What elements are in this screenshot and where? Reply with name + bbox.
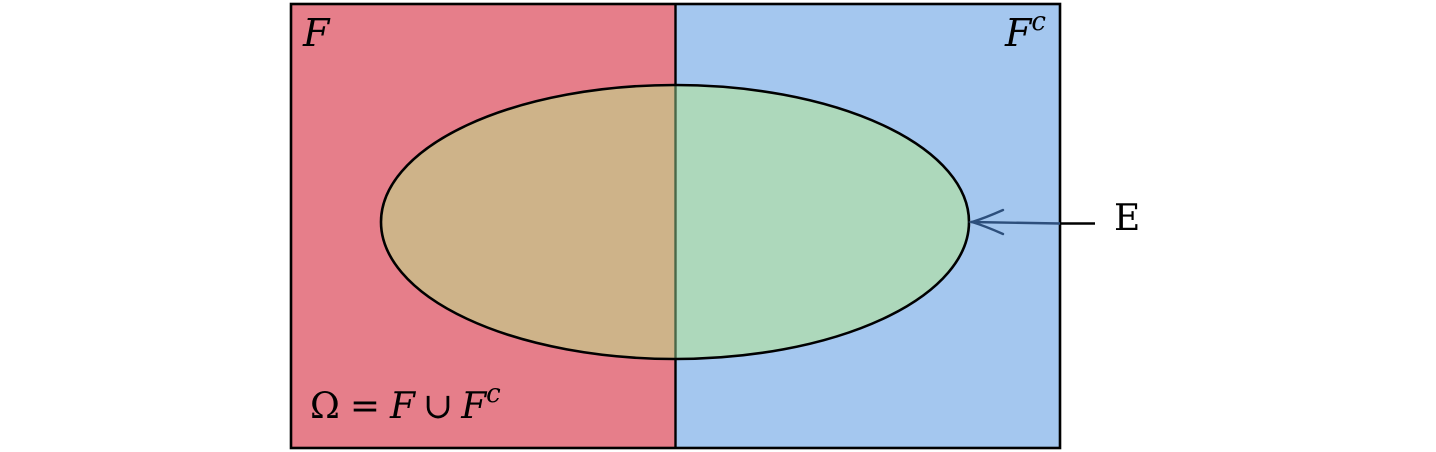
omega-equation: Ω = F ∪ Fc <box>310 379 501 427</box>
omega-eq-fc-base: F <box>460 386 488 427</box>
omega-symbol: Ω <box>310 386 340 427</box>
omega-eq-f: F <box>389 386 417 427</box>
set-fc-label: Fc <box>1004 7 1046 55</box>
set-fc-label-sup: c <box>1031 7 1046 37</box>
ellipse-e-right-part <box>675 85 969 359</box>
arrow-head-icon <box>967 208 1005 236</box>
set-f-label: F <box>302 11 331 55</box>
set-fc-label-base: F <box>1004 11 1033 55</box>
arrow-line-inner <box>970 220 1061 225</box>
ellipse-e-label: E <box>1114 198 1140 239</box>
equals-symbol: = <box>350 386 380 427</box>
sample-space-border <box>289 2 1062 450</box>
omega-eq-fc-sup: c <box>486 379 501 409</box>
union-symbol: ∪ <box>423 386 453 427</box>
ellipse-e-left-part <box>381 85 676 359</box>
